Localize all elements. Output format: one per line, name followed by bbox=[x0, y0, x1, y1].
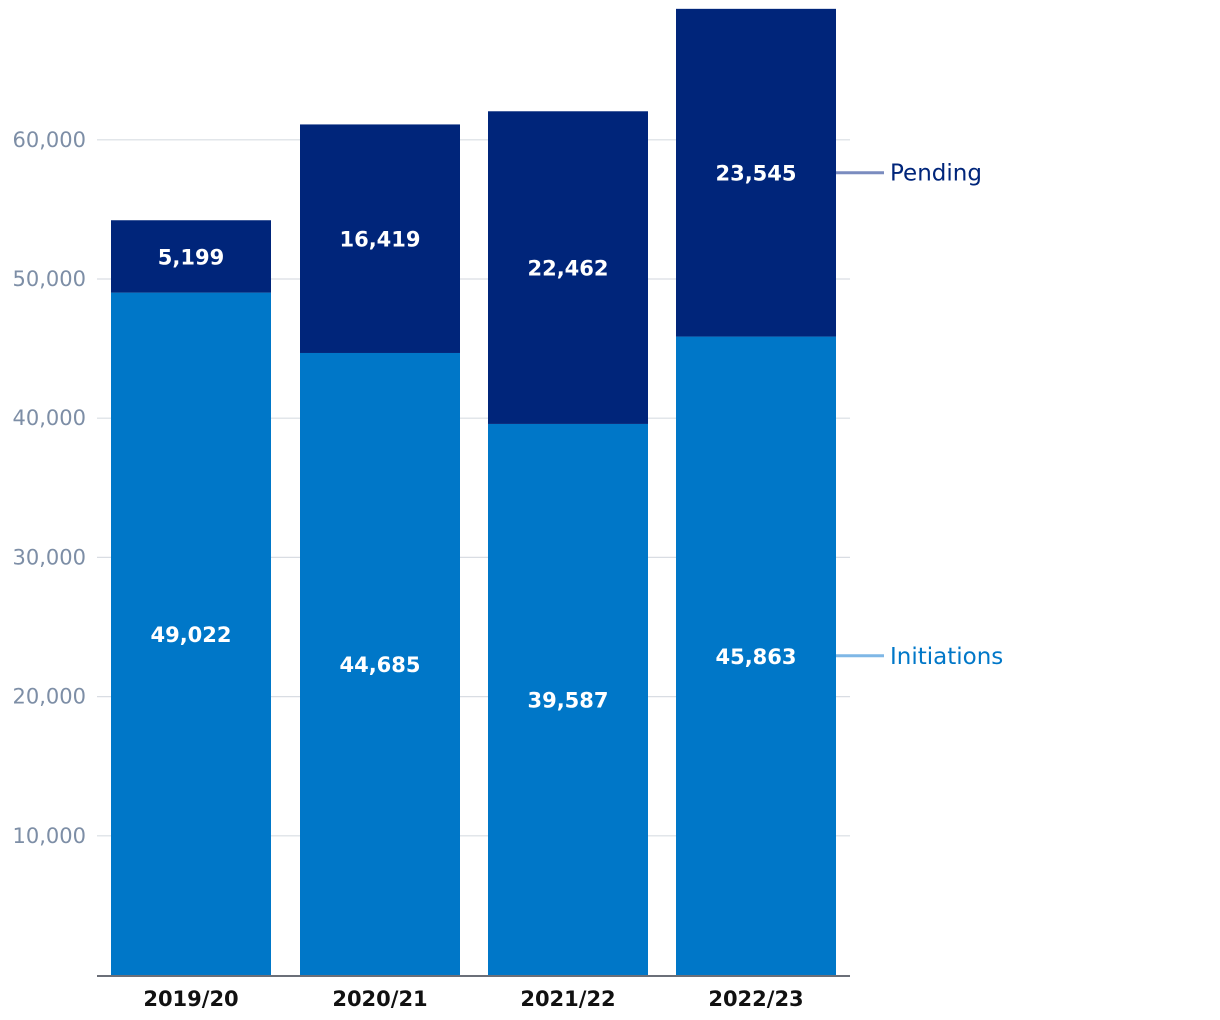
y-tick-label: 60,000 bbox=[13, 128, 86, 152]
data-label-initiations: 49,022 bbox=[150, 623, 231, 647]
data-label-pending: 16,419 bbox=[339, 228, 420, 252]
bar-initiations-2019-20 bbox=[111, 292, 271, 975]
data-label-initiations: 39,587 bbox=[527, 688, 608, 712]
x-tick-label: 2019/20 bbox=[143, 987, 238, 1011]
y-tick-label: 50,000 bbox=[13, 267, 86, 291]
x-tick-label: 2022/23 bbox=[708, 987, 803, 1011]
bar-pending-2019-20 bbox=[111, 220, 271, 293]
bars bbox=[111, 8, 836, 975]
y-axis-ticks: 10,000 20,000 30,000 40,000 50,000 60,000 bbox=[13, 128, 86, 848]
bar-initiations-2021-22 bbox=[488, 423, 648, 975]
data-label-pending: 22,462 bbox=[527, 257, 608, 281]
legend-label-initiations: Initiations bbox=[890, 644, 1003, 670]
x-tick-label: 2021/22 bbox=[520, 987, 615, 1011]
y-tick-label: 10,000 bbox=[13, 824, 86, 848]
bar-pending-2022-23 bbox=[676, 8, 836, 337]
bar-initiations-2020-21 bbox=[300, 352, 460, 975]
y-tick-label: 40,000 bbox=[13, 406, 86, 430]
data-label-pending: 5,199 bbox=[158, 245, 224, 269]
bar-pending-2021-22 bbox=[488, 111, 648, 424]
data-label-initiations: 45,863 bbox=[715, 645, 796, 669]
y-tick-label: 20,000 bbox=[13, 685, 86, 709]
y-tick-label: 30,000 bbox=[13, 545, 86, 569]
data-labels: 49,022 5,199 44,685 16,419 39,587 22,462 45,86… bbox=[150, 162, 796, 713]
legend: Initiations Pending bbox=[836, 161, 1003, 670]
x-axis: 2019/20 2020/21 2021/22 2022/23 bbox=[97, 975, 850, 1011]
data-label-pending: 23,545 bbox=[715, 162, 796, 186]
legend-label-pending: Pending bbox=[890, 161, 982, 187]
data-label-initiations: 44,685 bbox=[339, 653, 420, 677]
x-tick-label: 2020/21 bbox=[332, 987, 427, 1011]
bar-initiations-2022-23 bbox=[676, 336, 836, 975]
bar-pending-2020-21 bbox=[300, 124, 460, 353]
